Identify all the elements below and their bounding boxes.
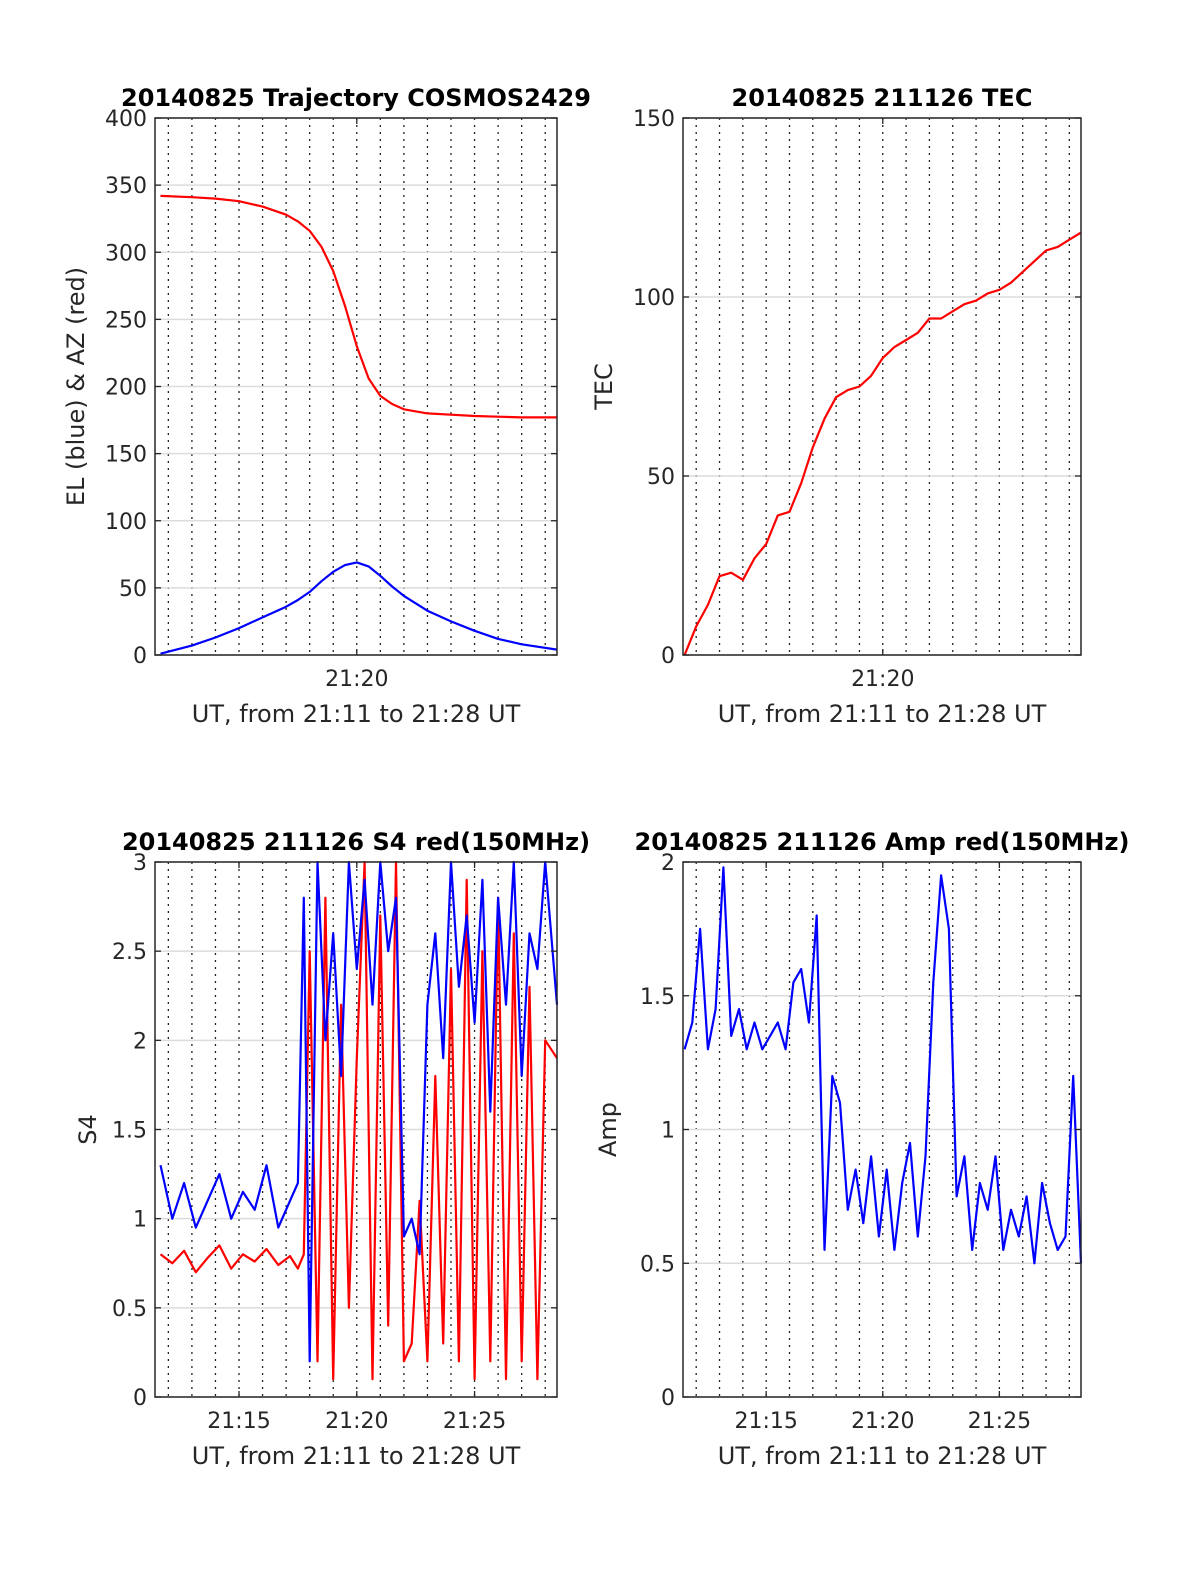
chart-title: 20140825 211126 TEC	[732, 84, 1033, 112]
y-axis-label: EL (blue) & AZ (red)	[62, 267, 90, 506]
series-line-2	[159, 860, 559, 1363]
y-tick-label: 400	[105, 107, 147, 132]
x-axis-label: UT, from 21:11 to 21:28 UT	[718, 1442, 1047, 1470]
x-tick-label: 21:20	[325, 667, 388, 692]
y-tick-label: 0	[133, 644, 147, 669]
plot-area	[683, 118, 1081, 655]
y-tick-label: 50	[119, 577, 147, 602]
y-tick-label: 1	[661, 1119, 675, 1144]
chart-panel-4: 0 0.5 1 1.5 2 21:15 21:20 21:25 20140825 211126 …	[594, 828, 1129, 1470]
x-tick-label: 21:20	[851, 667, 914, 692]
chart-title: 20140825 211126 S4 red(150MHz)	[122, 828, 590, 856]
y-tick-label: 0	[133, 1386, 147, 1411]
axes-box	[682, 117, 1082, 656]
chart-panel-2: 0 50 100 150 21:20 20140825 211126 TEC UT, fro…	[590, 84, 1082, 728]
series-line-2	[160, 561, 558, 655]
y-tick-label: 2	[661, 851, 675, 876]
y-tick-label: 3	[133, 851, 147, 876]
chart-panel-1: 0 50 100 150 200 250 300 350 400 21:20 20140825 Tr…	[62, 84, 591, 728]
series-line-1	[160, 194, 557, 419]
y-tick-label: 150	[105, 443, 147, 468]
x-tick-label: 21:15	[734, 1409, 797, 1434]
x-axis-label: UT, from 21:11 to 21:28 UT	[192, 700, 521, 728]
chart-title: 20140825 211126 Amp red(150MHz)	[635, 828, 1130, 856]
y-tick-label: 0.5	[640, 1252, 675, 1277]
y-tick-label: 0	[661, 644, 675, 669]
x-tick-label: 21:15	[207, 1409, 270, 1434]
y-tick-label: 100	[633, 286, 675, 311]
grid-lines	[683, 861, 1081, 1398]
series-line-1	[683, 231, 1082, 656]
x-tick-label: 21:25	[968, 1409, 1031, 1434]
y-tick-label: 200	[105, 376, 147, 401]
y-tick-label: 150	[633, 107, 675, 132]
y-tick-label: 1	[133, 1208, 147, 1233]
chart-panel-3: 0 0.5 1 1.5 2 2.5 3 21:15 21:20 21:25 20140825 211…	[74, 828, 590, 1470]
x-tick-label: 21:25	[443, 1409, 506, 1434]
series-line-1	[683, 866, 1083, 1265]
chart-title: 20140825 Trajectory COSMOS2429	[121, 84, 591, 112]
y-axis-label: Amp	[594, 1102, 622, 1157]
x-axis-label: UT, from 21:11 to 21:28 UT	[718, 700, 1047, 728]
y-tick-label: 100	[105, 510, 147, 535]
y-tick-label: 1.5	[640, 985, 675, 1010]
y-axis-label: S4	[74, 1114, 102, 1145]
y-axis-label: TEC	[590, 363, 618, 411]
y-tick-label: 0.5	[112, 1297, 147, 1322]
series-line-1	[159, 860, 558, 1381]
y-tick-label: 2	[133, 1029, 147, 1054]
y-tick-label: 0	[661, 1386, 675, 1411]
y-tick-label: 50	[647, 465, 675, 490]
y-tick-label: 350	[105, 174, 147, 199]
y-tick-label: 1.5	[112, 1119, 147, 1144]
x-tick-label: 21:20	[851, 1409, 914, 1434]
y-tick-label: 2.5	[112, 940, 147, 965]
x-tick-label: 21:20	[325, 1409, 388, 1434]
y-tick-label: 300	[105, 241, 147, 266]
y-tick-label: 250	[105, 308, 147, 333]
x-axis-label: UT, from 21:11 to 21:28 UT	[192, 1442, 521, 1470]
